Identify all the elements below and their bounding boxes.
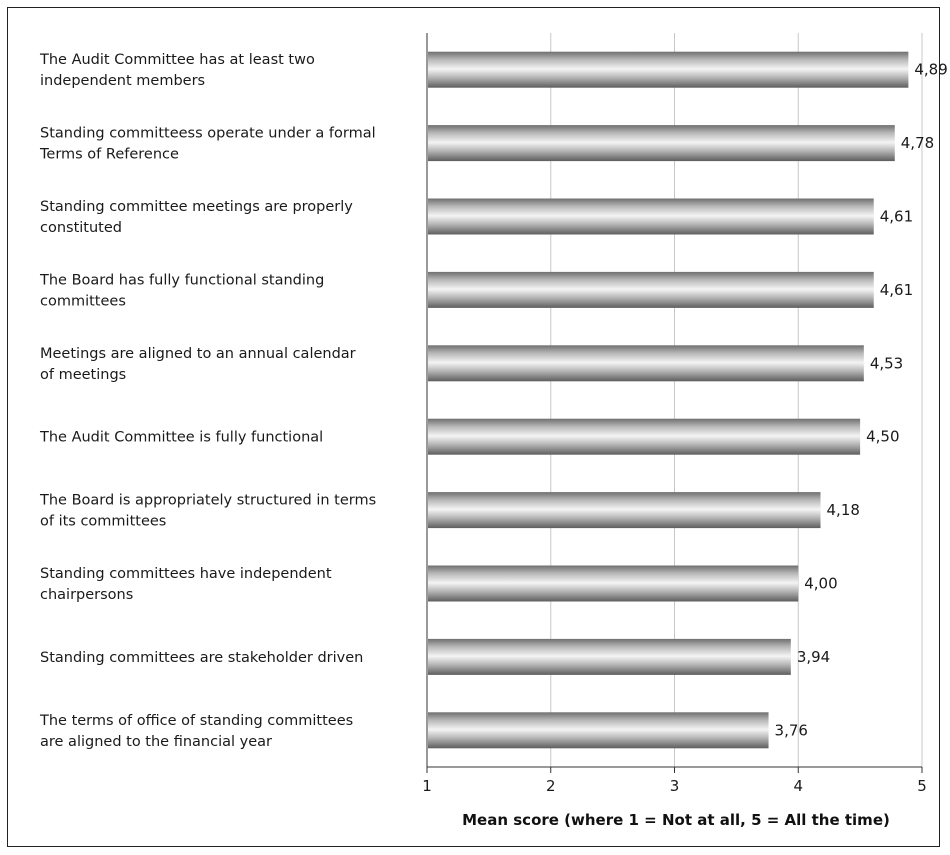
bar [428, 418, 861, 455]
bar [428, 125, 895, 162]
bar [428, 712, 769, 749]
x-tick-label: 5 [917, 777, 927, 795]
bar [428, 492, 821, 529]
data-label: 3,76 [775, 721, 808, 739]
data-label: 4,61 [880, 281, 913, 299]
x-tick-label: 3 [670, 777, 680, 795]
bar [428, 565, 799, 602]
category-label: The Audit Committee is fully functional [39, 430, 323, 446]
data-label: 4,00 [804, 575, 837, 593]
bar [428, 198, 874, 235]
bars [428, 51, 909, 749]
bar [428, 271, 874, 308]
category-label: The Board is appropriately structured in… [39, 493, 376, 530]
data-label: 4,89 [914, 61, 947, 79]
data-label: 4,61 [880, 208, 913, 226]
category-label: The terms of office of standing committe… [39, 713, 353, 750]
category-label: Standing committees are stakeholder driv… [40, 650, 363, 666]
x-axis-title: Mean score (where 1 = Not at all, 5 = Al… [462, 811, 890, 829]
x-tick-label: 2 [546, 777, 556, 795]
data-label: 4,50 [866, 428, 899, 446]
value-labels: 4,89 4,78 4,61 4,61 4,53 4,50 4,18 4,00 3,94 3,76 [775, 61, 948, 740]
data-label: 4,18 [827, 501, 860, 519]
data-label: 4,53 [870, 354, 903, 372]
bar [428, 638, 791, 675]
data-label: 4,78 [901, 134, 934, 152]
category-label: Standing committees have independent chai… [40, 566, 332, 603]
bar [428, 51, 909, 88]
category-labels: The Audit Committee has at least two inde… [39, 52, 376, 750]
x-axis: 1 2 3 4 5 [422, 33, 927, 795]
category-label: Meetings are aligned to an annual calend… [40, 346, 356, 383]
x-tick-label: 4 [793, 777, 803, 795]
category-label: The Board has fully functional standing c… [39, 272, 324, 309]
category-label: The Audit Committee has at least two inde… [39, 52, 315, 89]
bar [428, 345, 864, 382]
data-label: 3,94 [797, 648, 830, 666]
category-label: Standing committee meetings are properly… [40, 199, 353, 236]
x-tick-label: 1 [422, 777, 432, 795]
category-label: Standing committeess operate under a for… [39, 126, 376, 163]
